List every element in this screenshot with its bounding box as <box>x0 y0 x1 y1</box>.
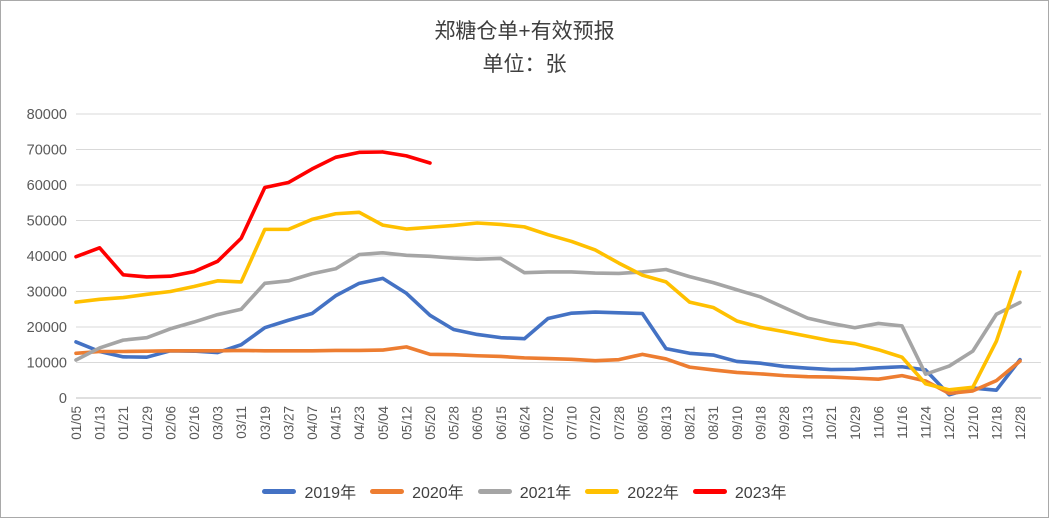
x-axis-label: 12/02 <box>942 406 957 440</box>
y-axis-label: 10000 <box>27 356 67 372</box>
x-axis-label: 03/11 <box>234 406 249 439</box>
legend-label: 2021年 <box>519 485 572 502</box>
y-axis-label: 60000 <box>27 178 67 194</box>
chart-subtitle: 单位：张 <box>482 53 567 76</box>
x-axis-label: 05/20 <box>423 406 438 440</box>
x-axis-label: 01/05 <box>69 406 84 440</box>
x-axis-label: 12/18 <box>989 406 1004 440</box>
legend-label: 2022年 <box>627 485 679 502</box>
x-axis-label: 03/19 <box>258 406 273 440</box>
x-axis-label: 08/31 <box>706 406 721 440</box>
chart-title-block: 郑糖仓单+有效预报 单位：张 <box>1 15 1048 81</box>
x-axis-label: 04/23 <box>352 406 367 440</box>
y-axis-label: 40000 <box>27 249 67 265</box>
x-axis-label: 01/29 <box>140 406 155 440</box>
series-line-2022年 <box>74 210 1022 392</box>
x-axis-label: 09/10 <box>730 406 745 440</box>
legend-swatch <box>370 488 405 494</box>
x-axis-label: 01/13 <box>93 406 108 440</box>
x-axis-label: 07/02 <box>541 406 556 440</box>
x-axis-label: 05/28 <box>447 406 462 440</box>
series-line-2023年 <box>74 150 432 279</box>
y-axis-label: 20000 <box>27 320 67 336</box>
series-line-2021年 <box>74 251 1022 377</box>
legend-swatch <box>477 488 512 494</box>
x-axis-label: 10/13 <box>801 406 816 440</box>
x-axis-label: 08/05 <box>635 406 650 440</box>
x-axis-label: 02/06 <box>163 406 178 440</box>
x-axis-label: 02/16 <box>187 406 202 440</box>
y-axis-label: 70000 <box>27 143 67 159</box>
x-axis-label: 01/21 <box>116 406 131 440</box>
x-axis-label: 11/16 <box>895 406 910 439</box>
x-axis-label: 07/20 <box>588 406 603 440</box>
x-axis-label: 12/10 <box>966 406 981 440</box>
x-axis-label: 12/28 <box>1013 406 1028 440</box>
x-axis-label: 06/05 <box>470 406 485 440</box>
x-axis-label: 03/03 <box>211 406 226 440</box>
legend-label: 2019年 <box>304 485 357 502</box>
legend-swatch <box>585 488 620 494</box>
x-axis-label: 10/29 <box>848 406 863 440</box>
legend-item-2019年: 2019年 <box>262 479 356 503</box>
legend-label: 2020年 <box>412 485 464 502</box>
y-axis-label: 50000 <box>27 214 67 230</box>
x-axis-label: 04/07 <box>305 406 320 440</box>
y-axis-label: 30000 <box>27 285 67 301</box>
x-axis-label: 07/10 <box>565 406 580 440</box>
legend-item-2022年: 2022年 <box>585 479 679 503</box>
legend-swatch <box>692 488 727 494</box>
x-axis-label: 05/04 <box>376 406 391 440</box>
x-axis-label: 07/28 <box>612 406 627 440</box>
x-axis-label: 11/24 <box>919 406 934 439</box>
y-axis-label: 80000 <box>27 107 67 123</box>
legend-label: 2023年 <box>734 485 787 502</box>
legend-item-2021年: 2021年 <box>477 479 572 503</box>
y-axis-label: 0 <box>59 391 67 407</box>
chart-title: 郑糖仓单+有效预报 <box>434 20 615 43</box>
legend-item-2020年: 2020年 <box>370 479 464 503</box>
chart-legend: 2019年 2020年 2021年 2022年 2023年 <box>1 479 1048 503</box>
x-axis-label: 03/27 <box>281 406 296 440</box>
x-axis-label: 10/21 <box>824 406 839 440</box>
x-axis-label: 08/21 <box>683 406 698 440</box>
x-axis-label: 11/06 <box>871 406 886 439</box>
x-axis-label: 08/13 <box>659 406 674 440</box>
x-axis-label: 09/18 <box>753 406 768 440</box>
x-axis-label: 05/12 <box>399 406 414 440</box>
series-line-2019年 <box>74 276 1022 397</box>
legend-item-2023年: 2023年 <box>692 479 787 503</box>
x-axis-label: 06/24 <box>517 406 532 440</box>
series-line-2020年 <box>74 345 1022 396</box>
legend-swatch <box>262 488 297 494</box>
x-axis-label: 04/15 <box>329 406 344 440</box>
x-axis-label: 09/28 <box>777 406 792 440</box>
x-axis-label: 06/15 <box>494 406 509 440</box>
